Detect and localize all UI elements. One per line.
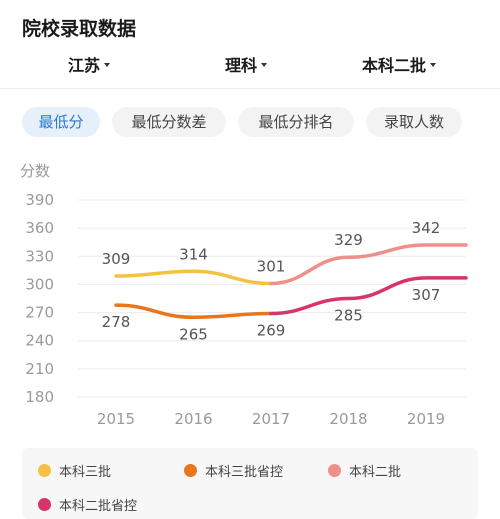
- chart-legend: 本科三批 本科三批省控 本科二批 本科二批省控: [22, 448, 478, 519]
- y-tick-label: 330: [25, 247, 54, 265]
- x-tick-label: 2017: [252, 410, 290, 428]
- legend-item-series-4[interactable]: 本科二批省控: [38, 495, 137, 514]
- legend-item-series-3[interactable]: 本科二批: [328, 461, 401, 480]
- y-axis-title: 分数: [20, 162, 50, 180]
- tab-min-score-diff[interactable]: 最低分数差: [112, 107, 226, 137]
- y-tick-label: 300: [25, 275, 54, 293]
- tab-admission-count[interactable]: 录取人数: [366, 107, 462, 137]
- legend-dot-icon: [38, 464, 51, 477]
- x-tick-label: 2016: [174, 410, 212, 428]
- filter-bar: 江苏 理科 本科二批: [0, 52, 500, 82]
- province-filter-label: 江苏: [68, 56, 101, 75]
- data-label: 307: [412, 286, 441, 304]
- data-label: 342: [412, 219, 441, 237]
- legend-label: 本科三批: [59, 465, 112, 480]
- page-title: 院校录取数据: [22, 18, 137, 40]
- data-label: 265: [179, 325, 208, 343]
- series-lines: [114, 243, 468, 320]
- province-filter[interactable]: 江苏: [68, 52, 111, 76]
- data-label: 278: [102, 313, 131, 331]
- x-tick-label: 2015: [97, 410, 135, 428]
- y-tick-label: 210: [25, 360, 54, 378]
- subject-filter-label: 理科: [225, 56, 258, 75]
- metric-tabs: 最低分 最低分数差 最低分排名 录取人数: [0, 107, 500, 137]
- series-line: [269, 243, 468, 286]
- legend-item-series-1[interactable]: 本科三批: [38, 461, 111, 480]
- legend-label: 本科三批省控: [205, 465, 284, 480]
- batch-filter-label: 本科二批: [362, 56, 427, 75]
- series-line: [114, 303, 273, 320]
- data-label: 285: [334, 307, 363, 325]
- data-label: 309: [102, 250, 131, 268]
- data-label: 269: [257, 322, 286, 340]
- tab-min-score[interactable]: 最低分: [22, 107, 100, 137]
- x-axis-ticks: 2015 2016 2017 2018 2019: [97, 410, 445, 428]
- y-tick-label: 360: [25, 219, 54, 237]
- data-label: 314: [179, 245, 208, 263]
- y-tick-label: 240: [25, 332, 54, 350]
- data-label: 301: [257, 257, 286, 275]
- legend-dot-icon: [38, 498, 51, 511]
- y-axis-ticks: 180 210 240 270 300 330 360 390: [25, 191, 54, 406]
- legend-item-series-2[interactable]: 本科三批省控: [184, 461, 283, 480]
- y-tick-label: 180: [25, 388, 54, 406]
- tab-min-score-rank[interactable]: 最低分排名: [238, 107, 354, 137]
- legend-label: 本科二批: [349, 465, 402, 480]
- chevron-down-icon: [430, 63, 437, 67]
- y-tick-label: 270: [25, 304, 54, 322]
- series-line: [269, 276, 468, 316]
- legend-label: 本科二批省控: [59, 499, 138, 514]
- legend-dot-icon: [184, 464, 197, 477]
- divider: [0, 88, 500, 89]
- chevron-down-icon: [261, 63, 268, 67]
- chevron-down-icon: [104, 63, 111, 67]
- chart-grid: [78, 199, 466, 398]
- legend-dot-icon: [328, 464, 341, 477]
- y-tick-label: 390: [25, 191, 54, 209]
- data-label: 329: [334, 231, 363, 249]
- x-tick-label: 2018: [329, 410, 367, 428]
- score-line-chart: 分数 180 210 240 270 300 330 360 390 2015 2016 2017…: [20, 162, 468, 428]
- x-tick-label: 2019: [407, 410, 445, 428]
- subject-filter[interactable]: 理科: [225, 52, 268, 76]
- batch-filter[interactable]: 本科二批: [362, 52, 437, 76]
- series-line: [114, 269, 273, 286]
- data-labels: 309 314 301 278 265 269 329 342 285 307: [102, 219, 441, 343]
